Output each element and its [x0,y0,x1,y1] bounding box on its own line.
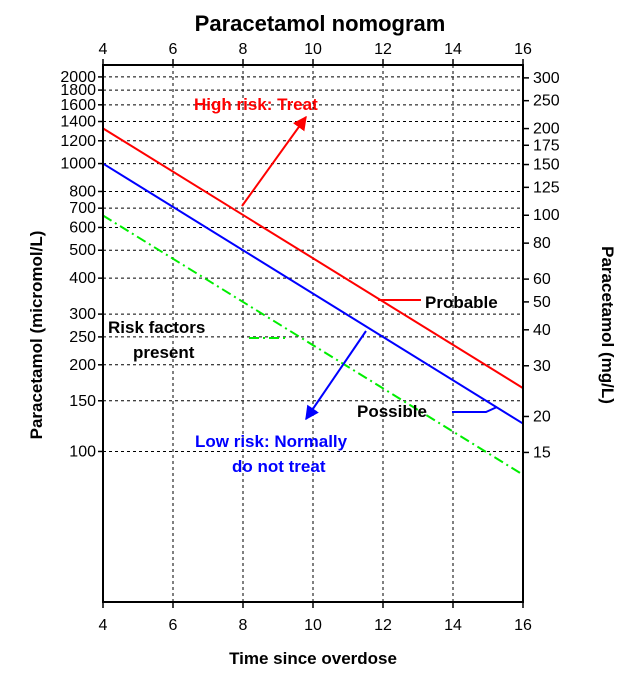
y-tick-label-left: 600 [69,219,96,236]
y-tick-label-right: 100 [533,207,560,224]
x-axis-top: 4 6 8 10 12 14 16 [99,41,532,65]
y-tick-label-right: 175 [533,137,560,154]
y-tick-label-left: 200 [69,357,96,374]
y-tick-label-left: 500 [69,242,96,259]
y-tick-label-right: 50 [533,294,551,311]
y-tick-label-left: 300 [69,306,96,323]
series-lines [102,127,524,476]
y-tick-label-right: 250 [533,93,560,110]
y-tick-label-left: 1200 [60,133,96,150]
x-tick-label-bottom: 8 [239,617,248,634]
x-tick-label-top: 14 [444,41,462,58]
y-tick-label-left: 1400 [60,114,96,131]
series-line-2 [102,214,524,476]
y-tick-label-right: 80 [533,235,551,252]
annotation-low-risk-line2: do not treat [232,457,326,476]
annotation-possible: Possible [357,402,427,421]
series-line-1 [102,162,524,425]
x-tick-label-bottom: 4 [99,617,108,634]
y-tick-label-right: 30 [533,358,551,375]
x-tick-label-bottom: 10 [304,617,322,634]
y-tick-label-left: 1800 [60,82,96,99]
high-risk-arrow [241,115,307,207]
y-tick-label-left: 700 [69,200,96,217]
x-tick-label-top: 6 [169,41,178,58]
y-tick-label-left: 150 [69,393,96,410]
y-tick-label-right: 15 [533,444,551,461]
y-tick-label-right: 150 [533,157,560,174]
possible-leader [452,406,498,413]
y-tick-label-left: 800 [69,183,96,200]
y-tick-label-right: 200 [533,121,560,138]
y-tick-label-left: 1000 [60,156,96,173]
annotation-risk-factors-line2: present [133,343,195,362]
y-axis-right-title: Paracetamol (mg/L) [598,246,617,404]
x-tick-label-bottom: 14 [444,617,462,634]
y-tick-label-left: 400 [69,270,96,287]
low-risk-arrow [305,330,367,421]
y-axis-left-title: Paracetamol (micromol/L) [27,231,46,440]
y-tick-label-left: 250 [69,329,96,346]
x-tick-label-bottom: 12 [374,617,392,634]
annotation-probable: Probable [425,293,498,312]
y-tick-label-left: 1600 [60,97,96,114]
x-tick-label-top: 8 [239,41,248,58]
annotation-low-risk-line1: Low risk: Normally [195,432,348,451]
x-tick-label-top: 10 [304,41,322,58]
y-tick-label-right: 125 [533,179,560,196]
y-tick-label-left: 100 [69,443,96,460]
x-tick-label-top: 12 [374,41,392,58]
y-tick-label-right: 40 [533,322,551,339]
x-tick-label-bottom: 16 [514,617,532,634]
series-line-0 [102,127,524,389]
x-axis-title: Time since overdose [229,649,397,668]
annotation-risk-factors-line1: Risk factors [108,318,205,337]
annotation-high-risk: High risk: Treat [194,95,318,114]
y-tick-label-left: 2000 [60,69,96,86]
y-tick-label-right: 300 [533,70,560,87]
grid-lines [103,65,523,602]
x-tick-label-top: 16 [514,41,532,58]
x-axis-bottom: 4 6 8 10 12 14 16 [99,602,532,634]
y-tick-label-right: 60 [533,271,551,288]
y-tick-label-right: 20 [533,408,551,425]
x-tick-label-top: 4 [99,41,108,58]
chart-title: Paracetamol nomogram [195,11,446,36]
x-tick-label-bottom: 6 [169,617,178,634]
